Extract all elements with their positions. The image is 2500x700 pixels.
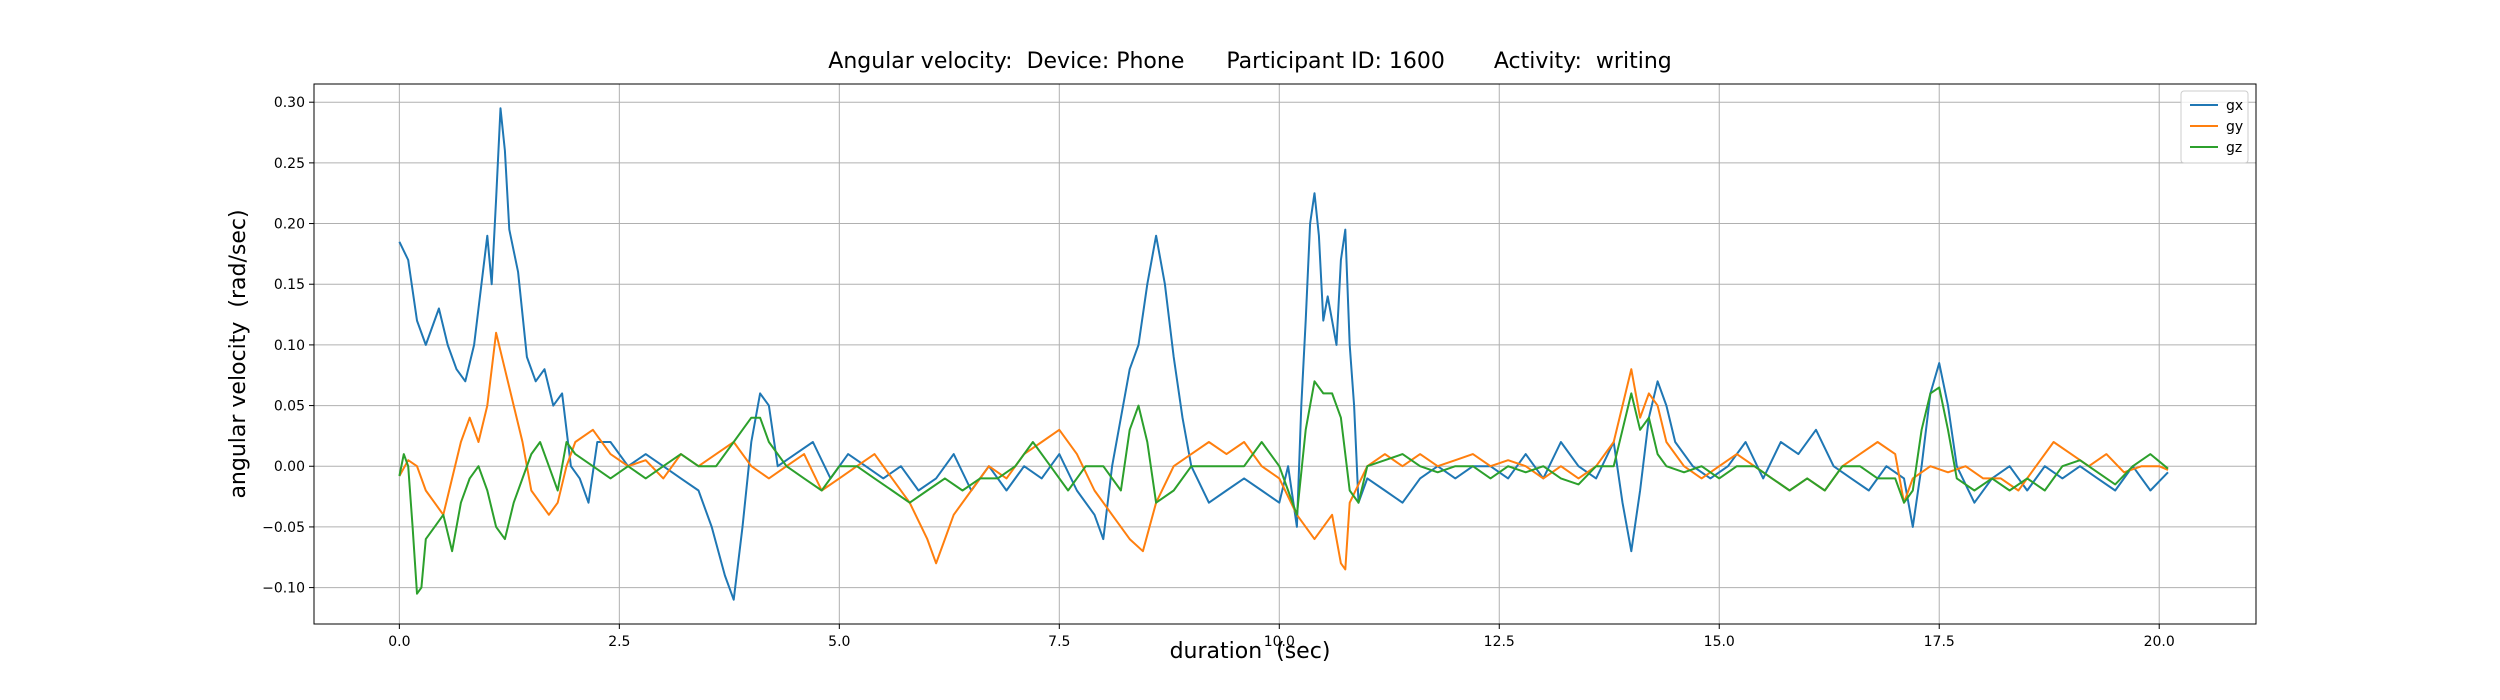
ticks: 0.0 2.5 5.0 7.5 10.0 12.5 15.0 17.5 20.0 −0.10 −0.…	[262, 95, 2175, 650]
x-tick-label: 0.0	[388, 634, 410, 650]
series-line-gz	[398, 380, 2169, 595]
plot-frame	[313, 83, 2257, 625]
x-tick-label: 7.5	[1048, 634, 1070, 650]
x-axis-label: duration (sec)	[1170, 639, 1331, 664]
y-tick-label: 0.10	[274, 338, 305, 354]
y-tick-label: 0.15	[274, 277, 305, 293]
series-line-gx	[398, 107, 2169, 601]
x-tick-label: 2.5	[608, 634, 630, 650]
x-tick-label: 12.5	[1484, 634, 1515, 650]
y-tick-label: 0.25	[274, 156, 305, 172]
y-tick-label: 0.05	[274, 399, 305, 415]
grid	[314, 84, 2256, 624]
x-tick-label: 17.5	[1924, 634, 1955, 650]
x-tick-label: 5.0	[828, 634, 850, 650]
x-tick-label: 10.0	[1264, 634, 1295, 650]
chart-title: Angular velocity: Device: Phone Particip…	[828, 49, 1671, 74]
legend: gx gy gz	[2180, 90, 2249, 164]
legend-label-gy: gy	[2226, 119, 2243, 135]
series-lines	[398, 107, 2169, 601]
x-tick-label: 15.0	[1704, 634, 1735, 650]
y-tick-label: −0.05	[262, 520, 305, 536]
legend-label-gx: gx	[2226, 98, 2243, 114]
y-tick-label: −0.10	[262, 581, 305, 597]
y-axis-label: angular velocity (rad/sec)	[226, 209, 251, 498]
y-tick-label: 0.00	[274, 459, 305, 475]
y-tick-label: 0.20	[274, 217, 305, 233]
legend-label-gz: gz	[2226, 140, 2242, 156]
x-tick-label: 20.0	[2144, 634, 2175, 650]
y-tick-label: 0.30	[274, 95, 305, 111]
